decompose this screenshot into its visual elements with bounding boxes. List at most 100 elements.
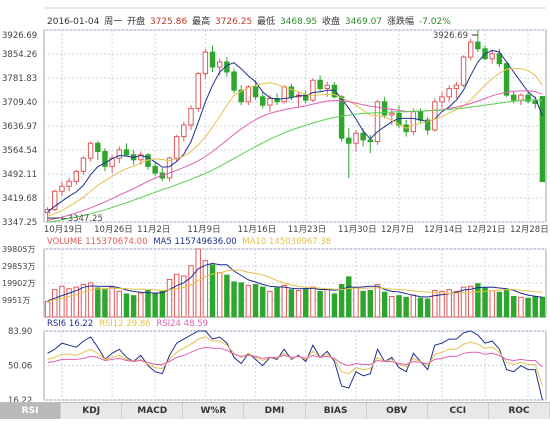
tab-roc[interactable]: ROC [489, 403, 550, 419]
price-y-tick: 3781.83 [2, 74, 37, 84]
candle-body [410, 111, 417, 133]
info-open: 3725.86 [149, 17, 188, 27]
rsi-y-tick: 50.06 [8, 362, 32, 372]
tab-kdj[interactable]: KDJ [61, 403, 123, 419]
info-weekday: 周一 [104, 17, 123, 27]
price-x-tick: 12月28日 [510, 225, 549, 235]
volume-bar [525, 297, 531, 318]
volume-bar [417, 297, 424, 318]
candle-body [152, 165, 158, 174]
candle-body [80, 157, 87, 172]
info-low: 3468.95 [279, 17, 318, 27]
tab-dmi[interactable]: DMI [244, 403, 306, 419]
volume-bar [216, 272, 223, 318]
volume-bar [188, 265, 194, 318]
price-y-tick: 3492.11 [2, 170, 37, 180]
volume-bar [202, 260, 209, 318]
tab-wr[interactable]: W%R [183, 403, 245, 419]
candle-body [374, 101, 381, 143]
info-low-label: 最低 [257, 17, 276, 27]
ohlc-info-bar: 2016-01-04 周一 开盘 3725.86 最高 3726.25 最低 3… [47, 15, 453, 29]
price-x-tick: 12月7日 [381, 225, 414, 235]
rsi-legend-rsi24: RSI24 48.59 [156, 319, 209, 329]
price-x-tick: 11月16日 [238, 225, 277, 235]
volume-bar [389, 296, 395, 318]
volume-y-tick: 9951万 [2, 296, 30, 305]
volume-bar [252, 284, 259, 318]
candle-body [216, 61, 223, 68]
price-x-tick: 12月21日 [467, 225, 506, 235]
price-x-tick: 10月19日 [44, 225, 83, 235]
tab-macd[interactable]: MACD [122, 403, 184, 419]
volume-bar [73, 286, 79, 318]
volume-bar [489, 290, 495, 318]
volume-bar [424, 298, 431, 318]
volume-bar [138, 292, 144, 318]
candle-body [166, 157, 173, 179]
candle-body [123, 149, 130, 156]
candle-body [73, 170, 79, 182]
candle-body [317, 79, 323, 90]
high-annotation-label: 3926.69 [433, 31, 468, 41]
candle-body [181, 124, 187, 138]
volume-bar [511, 296, 517, 318]
candle-body [87, 142, 94, 159]
tab-rsi[interactable]: RSI [0, 403, 62, 419]
volume-bar [475, 283, 481, 318]
volume-bar [231, 281, 237, 318]
volume-bar [181, 275, 187, 318]
info-close: 3469.07 [344, 17, 383, 27]
volume-bar [109, 286, 115, 318]
price-y-tick: 3636.97 [2, 122, 37, 132]
price-ma-line-ma20 [47, 90, 543, 221]
volume-bar [130, 295, 137, 318]
candle-body [331, 84, 338, 98]
candle-body [281, 86, 287, 103]
volume-bar [496, 291, 503, 318]
price-ma-line-ma5 [47, 49, 543, 213]
candle-body [138, 154, 144, 161]
volume-bar [353, 287, 359, 318]
rsi-legend-rsi12: RSI12 29.86 [98, 319, 151, 329]
price-y-tick: 3709.40 [2, 98, 37, 108]
volume-bar [467, 285, 474, 318]
volume-bar [317, 290, 323, 318]
price-x-tick: 10月26日 [94, 225, 133, 235]
tab-cci[interactable]: CCI [428, 403, 489, 419]
volume-bar [432, 290, 438, 318]
volume-ma-line-ma5 [47, 262, 543, 302]
volume-bar [295, 290, 302, 318]
candle-body [44, 208, 51, 214]
candle-body [353, 132, 359, 144]
tab-bias[interactable]: BIAS [306, 403, 367, 419]
price-x-tick: 11月9日 [187, 225, 220, 235]
price-y-tick: 3854.26 [2, 50, 37, 60]
volume-y-tick: 29853万 [2, 262, 35, 271]
tab-obv[interactable]: OBV [367, 403, 428, 419]
price-x-tick: 11月30日 [338, 225, 377, 235]
candle-body [496, 53, 503, 65]
volume-bar [87, 282, 94, 318]
volume-bar [367, 290, 374, 318]
candle-body [424, 119, 431, 131]
candle-body [446, 88, 452, 98]
volume-bar [80, 284, 87, 318]
candle-body [303, 94, 309, 101]
price-ma-line-ma10 [47, 68, 543, 217]
candle-body [59, 185, 65, 192]
volume-bar [303, 288, 309, 318]
rsi-line-rsi12 [47, 336, 543, 387]
volume-bar [59, 285, 65, 318]
volume-bar [539, 296, 546, 318]
volume-bar [195, 248, 201, 318]
candle-body [338, 96, 345, 139]
volume-ma-line-ma10 [47, 269, 543, 302]
volume-bar [238, 282, 244, 318]
candle-body [245, 86, 252, 103]
candle-body [66, 180, 72, 187]
price-x-tick: 11月2日 [137, 225, 170, 235]
rsi-legend-rsi6: RSI6 16.22 [47, 319, 94, 329]
volume-bar [209, 264, 216, 318]
volume-y-tick: 39805万 [2, 245, 35, 254]
